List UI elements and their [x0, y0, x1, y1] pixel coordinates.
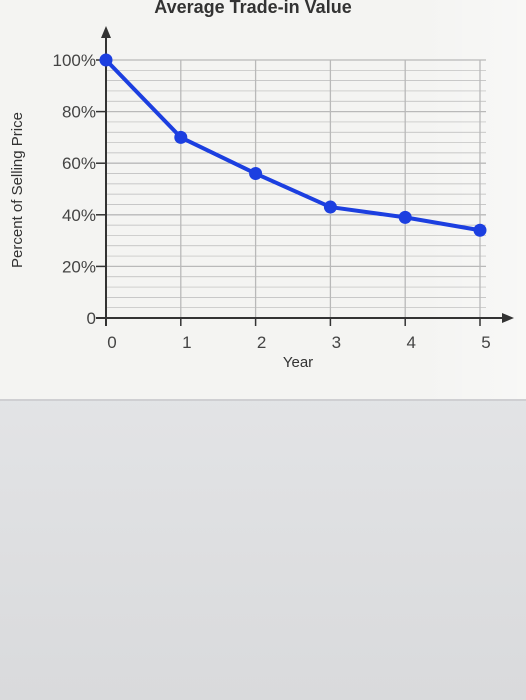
grid — [106, 59, 486, 319]
axes — [96, 26, 514, 326]
y-tick-label: 20% — [62, 257, 96, 276]
x-tick-label: 4 — [406, 333, 415, 352]
x-tick-label: 0 — [107, 333, 116, 352]
x-tick-label: 5 — [481, 333, 490, 352]
y-tick-label: 100% — [53, 51, 96, 70]
y-axis-arrow — [101, 26, 111, 38]
data-point — [323, 200, 337, 214]
x-tick-label: 3 — [332, 333, 341, 352]
y-tick-label: 60% — [62, 154, 96, 173]
y-tick-label: 40% — [62, 206, 96, 225]
data-point — [473, 223, 487, 237]
tick-labels: 0 20% 40% 60% 80% 100% 0 1 2 3 4 5 — [53, 51, 491, 352]
x-axis-arrow — [502, 313, 514, 323]
screen-glare — [420, 0, 526, 400]
y-tick-label: 0 — [87, 309, 96, 328]
data-point — [174, 130, 188, 144]
chart-title: Average Trade-in Value — [154, 0, 351, 17]
y-tick-label: 80% — [62, 103, 96, 122]
data-point — [398, 210, 412, 224]
data-point — [99, 53, 113, 67]
data-series — [99, 53, 487, 237]
x-tick-label: 2 — [257, 333, 266, 352]
x-tick-label: 1 — [182, 333, 191, 352]
y-axis-title: Percent of Selling Price — [9, 112, 26, 268]
data-point — [249, 167, 263, 181]
x-axis-title: Year — [283, 354, 313, 371]
series-line — [104, 58, 482, 233]
